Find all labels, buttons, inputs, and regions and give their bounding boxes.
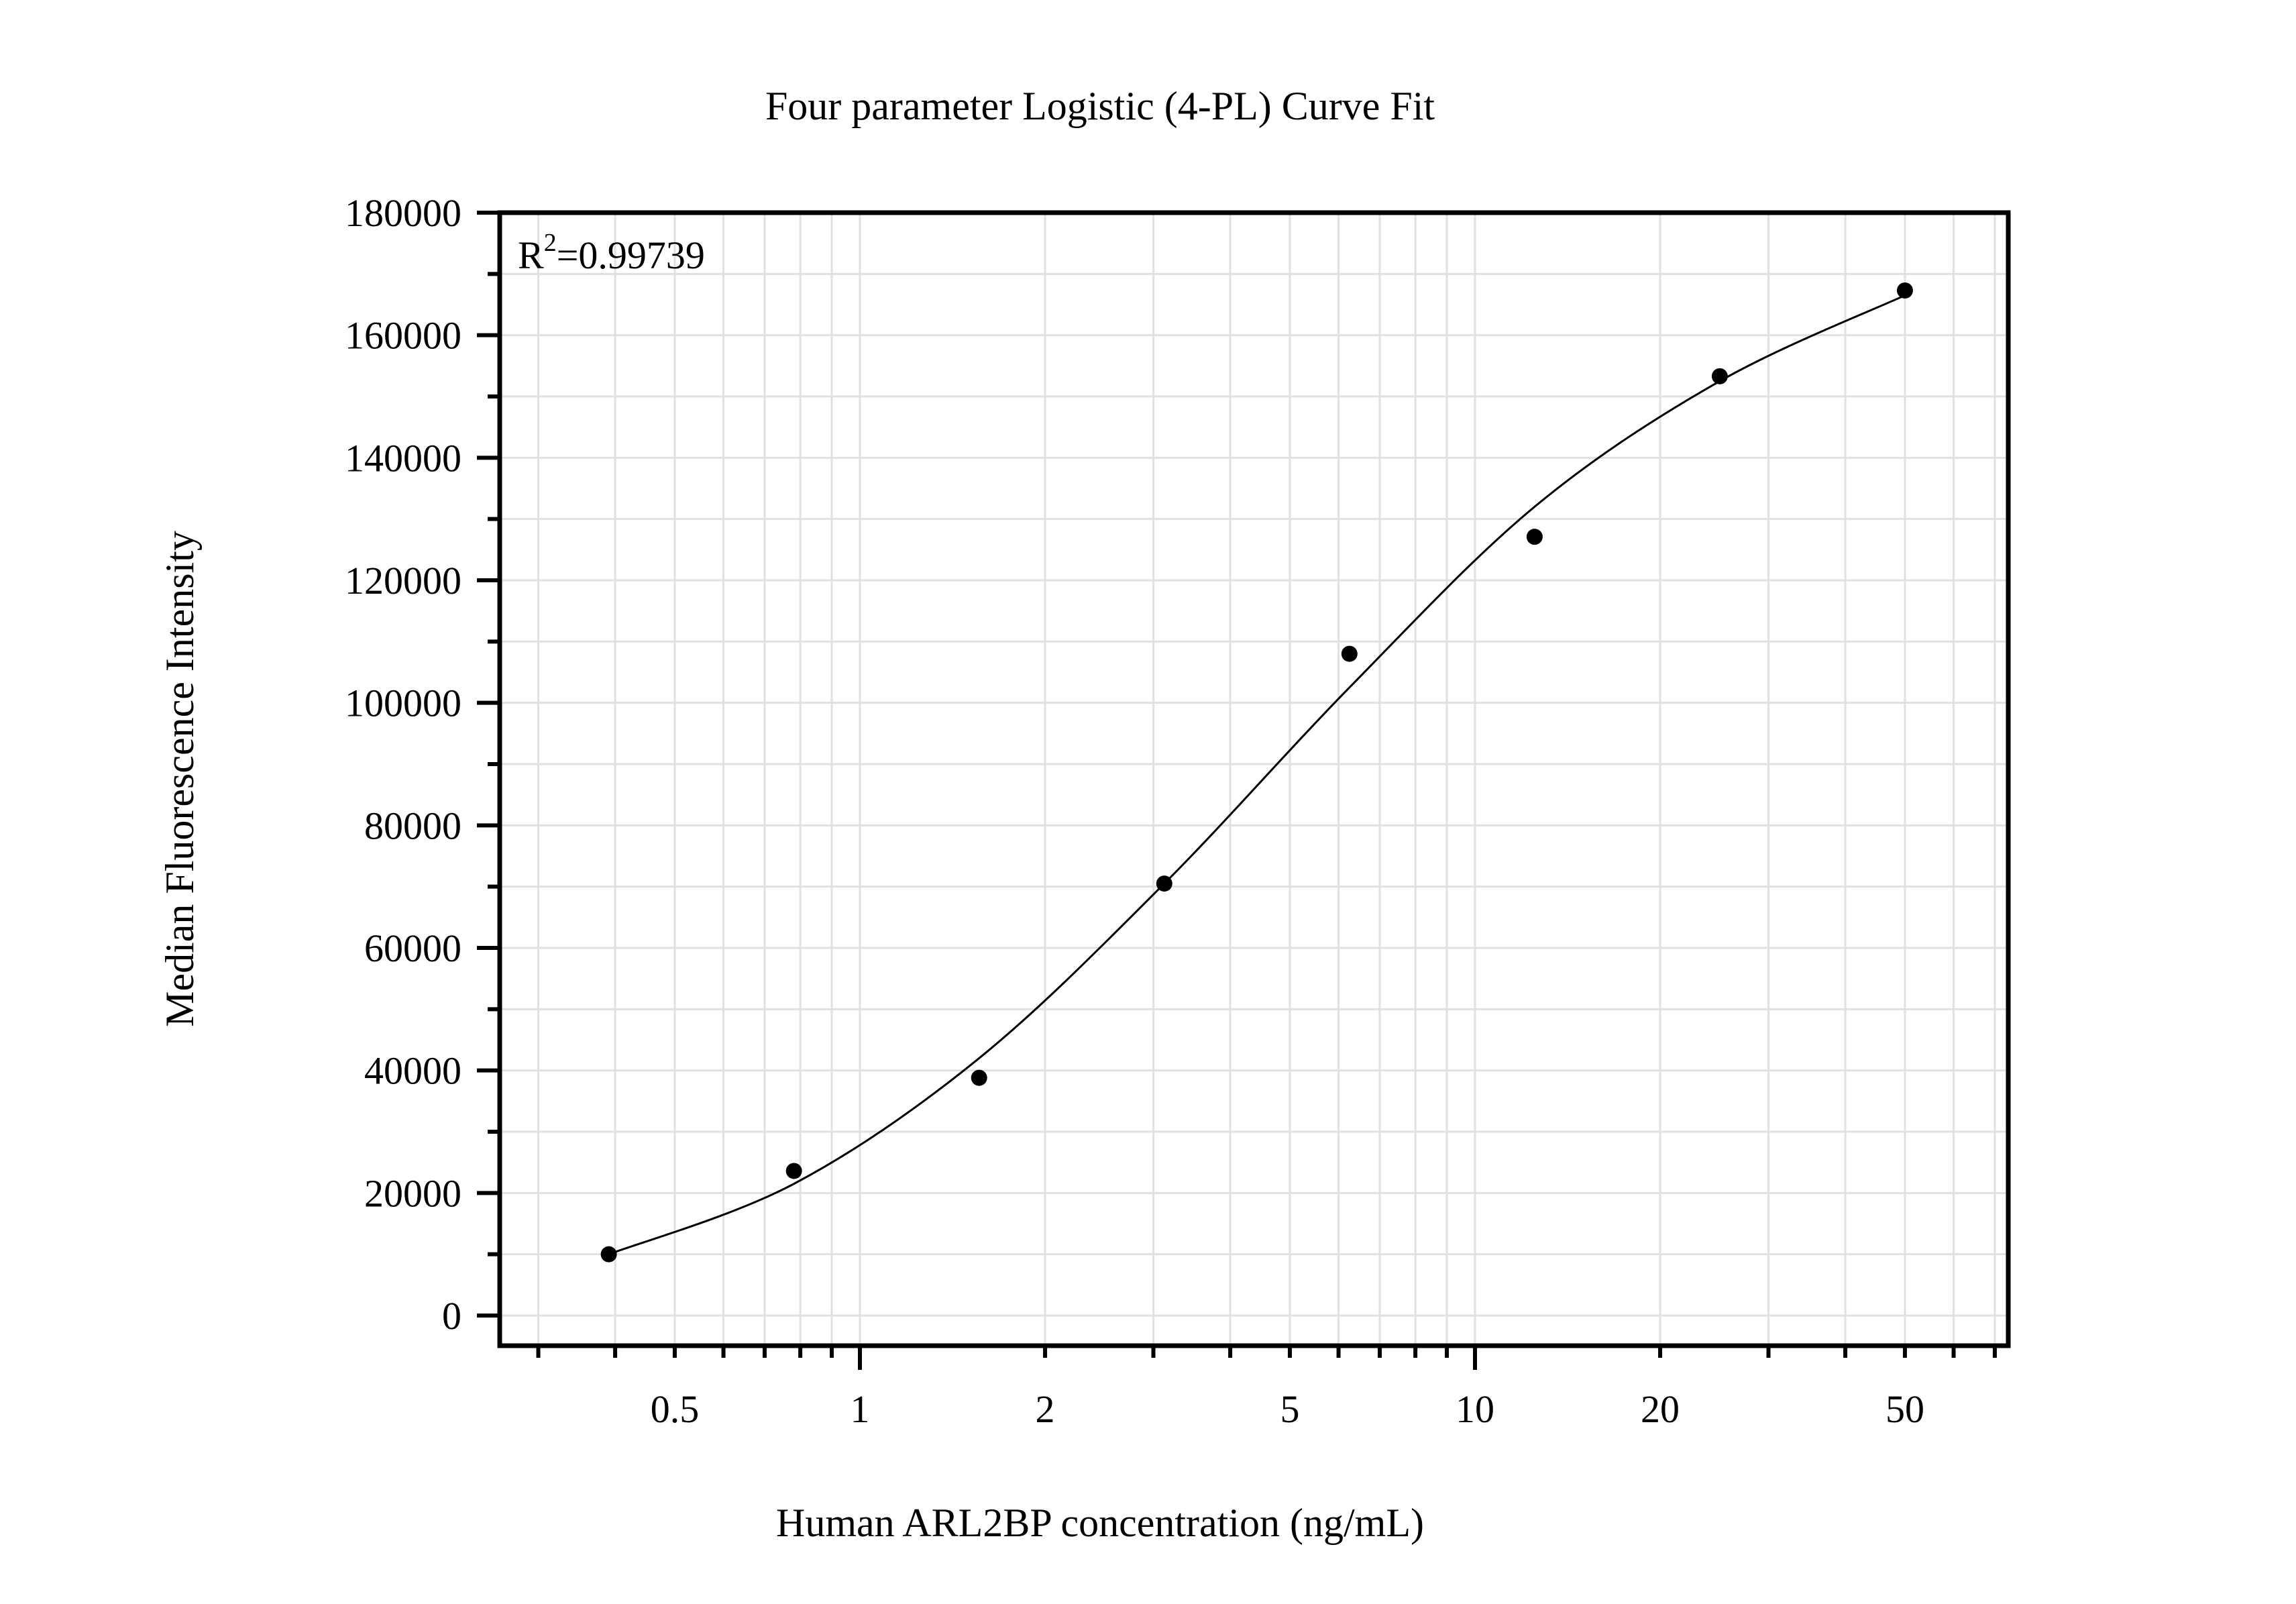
x-tick-label: 10 <box>1456 1387 1494 1431</box>
y-axis-label: Median Fluorescence Intensity <box>158 531 202 1027</box>
data-point <box>971 1069 987 1086</box>
x-tick-label: 5 <box>1280 1387 1299 1431</box>
y-tick-label: 60000 <box>364 926 461 970</box>
y-tick-label: 20000 <box>364 1171 461 1215</box>
data-points <box>600 282 1913 1263</box>
x-tick-label: 1 <box>851 1387 870 1431</box>
y-tick-label: 80000 <box>364 804 461 847</box>
chart-title: Four parameter Logistic (4-PL) Curve Fit <box>765 84 1435 128</box>
r-squared-annotation: R2=0.99739 <box>518 229 705 277</box>
data-point <box>1711 368 1728 384</box>
y-tick-label: 40000 <box>364 1049 461 1093</box>
x-tick-label: 50 <box>1885 1387 1924 1431</box>
x-tick-label: 20 <box>1641 1387 1680 1431</box>
y-tick-label: 0 <box>442 1294 461 1338</box>
y-tick-label: 160000 <box>345 314 461 358</box>
gridlines <box>500 213 2008 1346</box>
x-tick-label: 2 <box>1036 1387 1055 1431</box>
data-point <box>1526 529 1543 545</box>
x-axis-ticks: 0.5 1 2 5 10 20 50 <box>536 1346 1997 1431</box>
data-point <box>785 1163 802 1179</box>
x-tick-label: 0.5 <box>651 1387 700 1431</box>
data-point <box>1896 282 1913 299</box>
plot-frame <box>497 210 2011 1348</box>
data-point <box>1156 875 1172 892</box>
y-tick-label: 120000 <box>345 559 461 602</box>
y-tick-label: 140000 <box>345 436 461 480</box>
fit-curve <box>608 294 1906 1256</box>
y-axis-ticks: 0 20000 40000 60000 80000 100000 120000 140000 1… <box>345 191 500 1338</box>
y-tick-label: 180000 <box>345 191 461 235</box>
fit-curve-path <box>608 294 1906 1256</box>
data-point <box>600 1246 617 1263</box>
data-point <box>1341 645 1358 662</box>
x-axis-label: Human ARL2BP concentration (ng/mL) <box>776 1501 1424 1545</box>
y-tick-label: 100000 <box>345 682 461 725</box>
